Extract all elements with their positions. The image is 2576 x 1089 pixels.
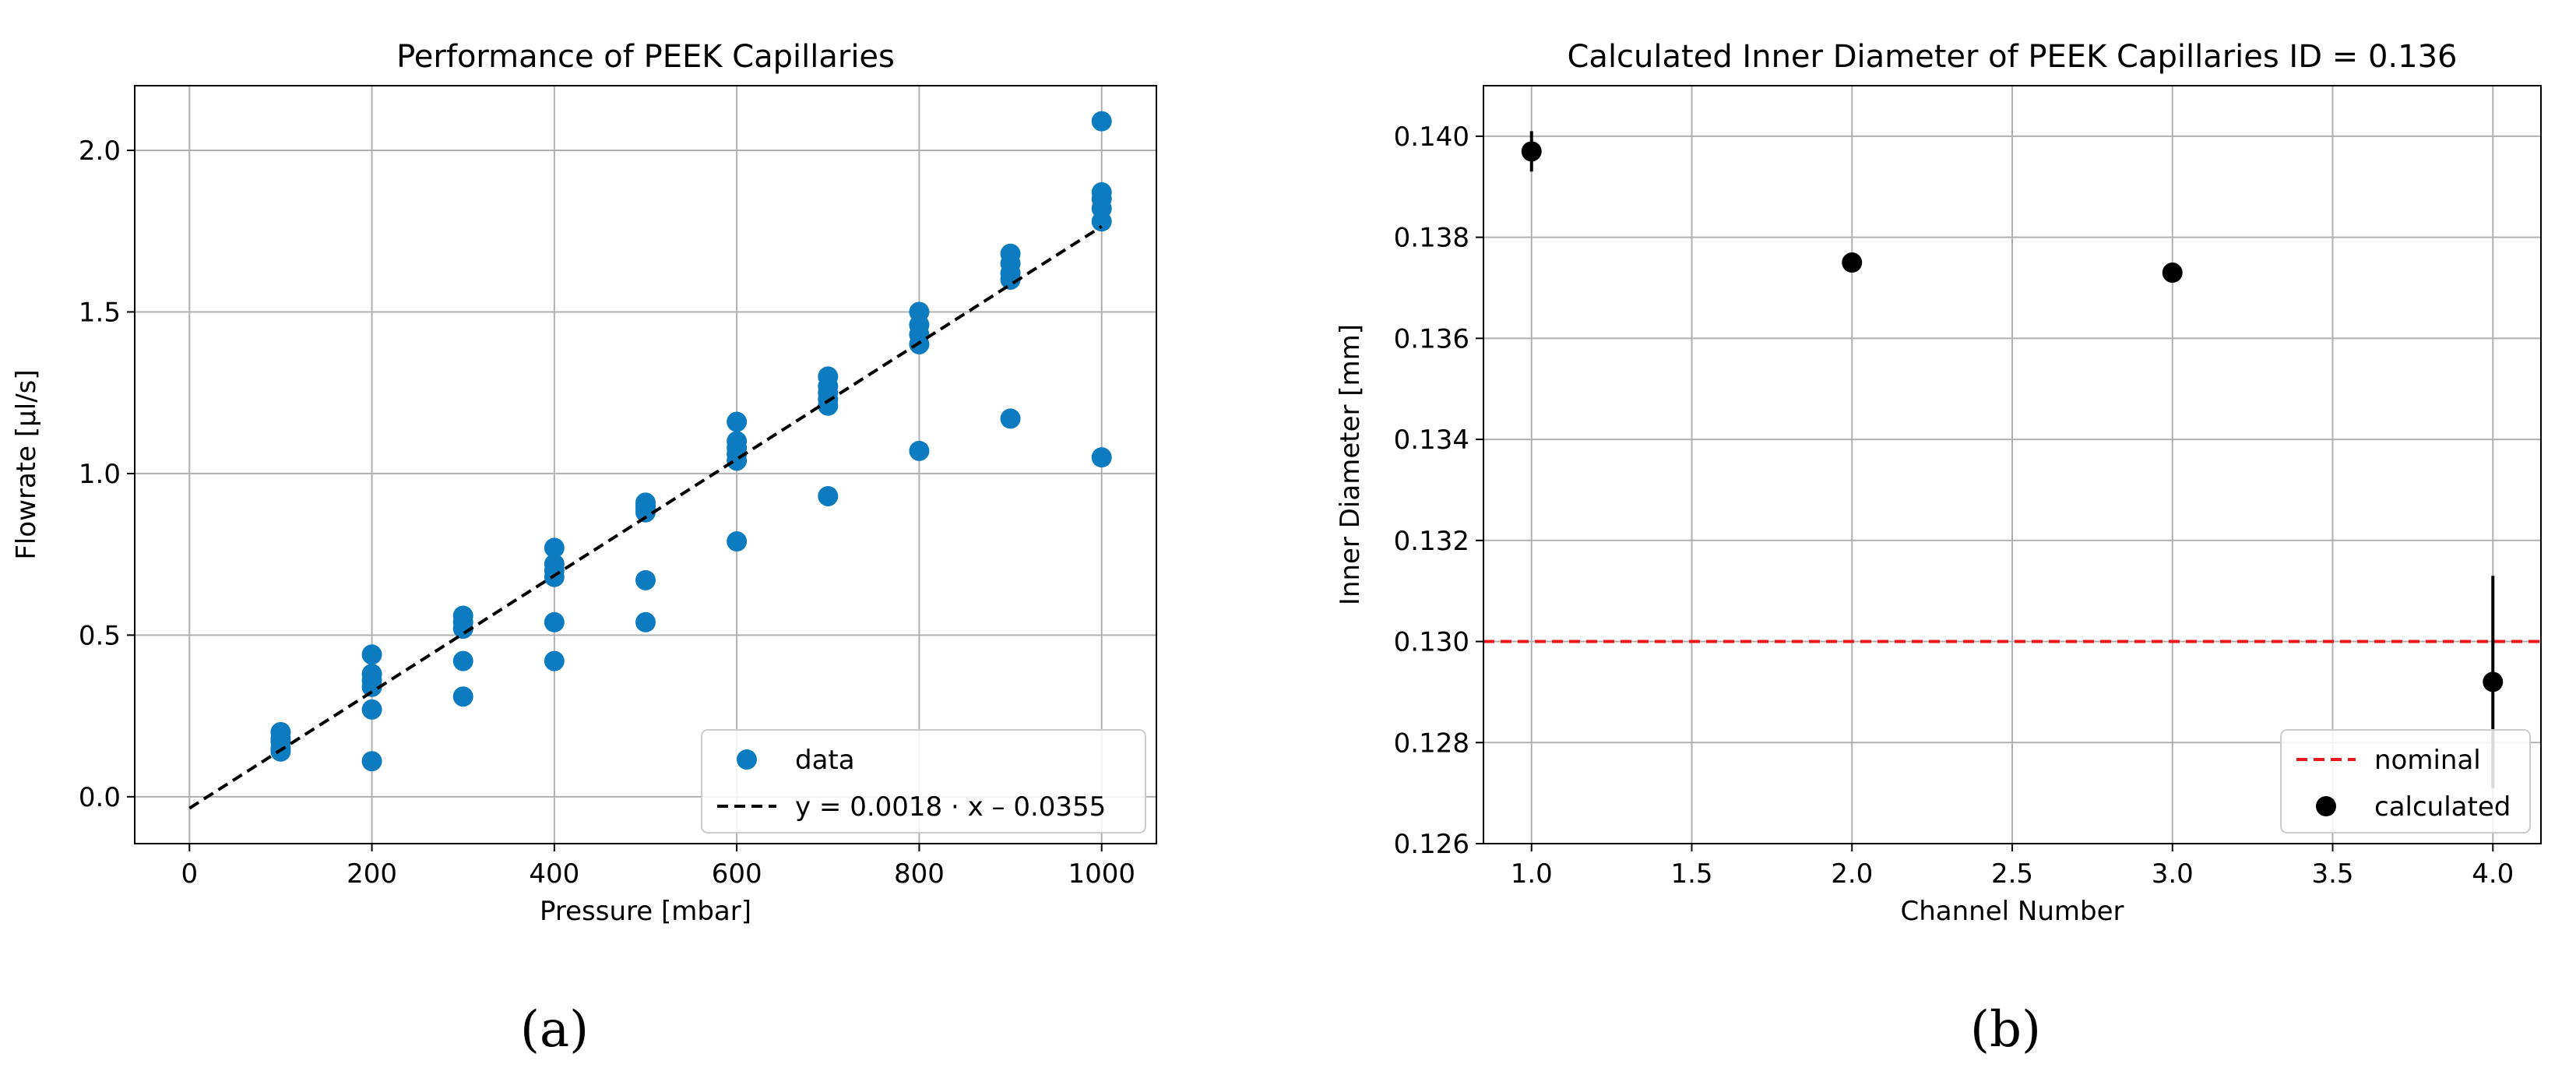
data-point — [361, 644, 382, 665]
legend-marker-calculated — [2316, 796, 2336, 816]
y-tick-label: 0.132 — [1394, 526, 1469, 557]
x-tick-label: 800 — [894, 858, 945, 890]
y-tick-label: 1.0 — [79, 459, 121, 490]
x-tick-label: 4.0 — [2472, 858, 2514, 890]
chart-a-title: Performance of PEEK Capillaries — [396, 39, 895, 75]
data-point — [544, 650, 565, 671]
chart-a: 0 200 400 600 800 1000 0.0 0.5 1.0 1.5 2.0 data y =… — [11, 39, 1157, 927]
legend-label-data: data — [795, 745, 855, 776]
data-point — [818, 395, 839, 416]
y-tick-label: 0.126 — [1394, 829, 1469, 860]
chart-b-title: Calculated Inner Diameter of PEEK Capill… — [1568, 39, 2458, 75]
fit-line — [188, 225, 1103, 810]
legend-label-fit: y = 0.0018 · x – 0.0355 — [795, 791, 1106, 823]
data-point — [452, 650, 473, 671]
y-tick-label: 0.5 — [79, 620, 121, 651]
data-point — [1091, 111, 1112, 132]
data-point — [2483, 671, 2504, 693]
x-tick-label: 200 — [347, 858, 397, 890]
x-tick-label: 600 — [712, 858, 762, 890]
y-tick-label: 0.140 — [1394, 122, 1469, 153]
data-point — [1000, 269, 1021, 290]
chart-b-legend: nominal calculated — [2280, 729, 2531, 833]
y-tick-label: 0.138 — [1394, 223, 1469, 254]
chart-b-axes: 1.0 1.5 2.0 2.5 3.0 3.5 4.0 0.126 0.128 0.130 0.13… — [1394, 85, 2542, 890]
data-point — [727, 411, 748, 432]
data-point — [727, 531, 748, 552]
data-point — [909, 440, 930, 461]
data-point — [1521, 141, 1542, 162]
chart-a-axes: 0 200 400 600 800 1000 0.0 0.5 1.0 1.5 2.0 — [79, 85, 1157, 890]
x-tick-label: 2.0 — [1831, 858, 1873, 890]
data-point — [361, 699, 382, 720]
y-tick-label: 0.0 — [79, 782, 121, 813]
legend-label-nominal: nominal — [2374, 745, 2481, 776]
panel-label-a: (a) — [520, 1001, 589, 1059]
chart-b-x-axis-label: Channel Number — [1901, 896, 2124, 927]
y-tick-label: 0.130 — [1394, 627, 1469, 658]
legend-marker-data — [737, 749, 757, 770]
x-tick-label: 400 — [529, 858, 579, 890]
x-tick-label: 3.5 — [2311, 858, 2353, 890]
chart-a-data — [188, 111, 1112, 810]
data-point — [452, 619, 473, 640]
data-point — [1091, 447, 1112, 468]
legend-frame — [2280, 729, 2531, 833]
x-tick-label: 2.5 — [1991, 858, 2033, 890]
legend-label-calculated: calculated — [2374, 791, 2511, 823]
data-point — [452, 686, 473, 707]
data-point — [635, 569, 656, 590]
data-point — [1000, 408, 1021, 429]
x-tick-label: 0 — [181, 858, 198, 890]
plot-frame — [1483, 85, 2542, 844]
x-tick-label: 1.5 — [1670, 858, 1712, 890]
legend-frame — [701, 729, 1146, 833]
data-point — [544, 537, 565, 559]
data-point — [1842, 252, 1863, 273]
x-tick-label: 1.0 — [1511, 858, 1553, 890]
panel-label-b: (b) — [1970, 1001, 2041, 1059]
x-tick-label: 1000 — [1068, 858, 1135, 890]
plot-frame — [134, 85, 1157, 844]
chart-a-legend: data y = 0.0018 · x – 0.0355 — [701, 729, 1146, 833]
data-point — [2162, 263, 2183, 284]
data-point — [361, 676, 382, 697]
chart-a-x-axis-label: Pressure [mbar] — [540, 896, 751, 927]
data-point — [635, 502, 656, 523]
y-tick-label: 2.0 — [79, 136, 121, 167]
data-point — [1091, 211, 1112, 232]
data-point — [635, 611, 656, 633]
y-tick-label: 0.136 — [1394, 323, 1469, 354]
chart-a-y-axis-label: Flowrate [µl/s] — [11, 369, 42, 559]
data-point — [361, 751, 382, 772]
data-point — [818, 485, 839, 506]
chart-b: 1.0 1.5 2.0 2.5 3.0 3.5 4.0 0.126 0.128 0.130 0.13… — [1335, 39, 2542, 927]
y-tick-label: 0.134 — [1394, 425, 1469, 456]
y-tick-label: 1.5 — [79, 297, 121, 328]
x-tick-label: 3.0 — [2152, 858, 2194, 890]
data-point — [544, 611, 565, 633]
chart-b-y-axis-label: Inner Diameter [mm] — [1335, 324, 1366, 605]
y-tick-label: 0.128 — [1394, 728, 1469, 759]
